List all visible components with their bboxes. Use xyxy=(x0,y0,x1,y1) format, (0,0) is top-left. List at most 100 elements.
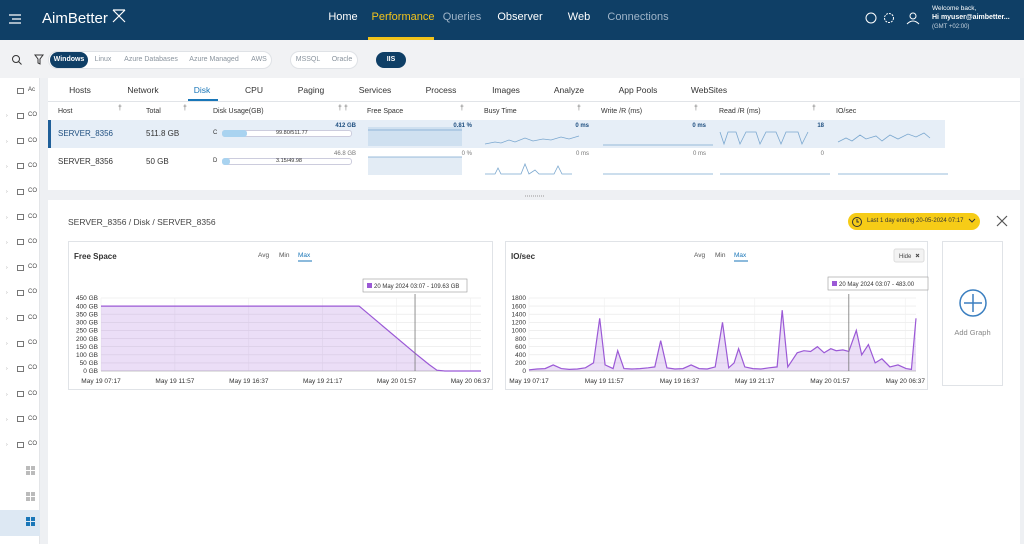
hide-x xyxy=(915,253,920,258)
pin-icon: † xyxy=(812,105,816,112)
nav-item[interactable]: Web xyxy=(567,11,591,23)
web-filter[interactable]: IIS xyxy=(376,52,406,68)
drive: C xyxy=(213,130,218,136)
sidebar-item[interactable]: CO xyxy=(28,314,37,321)
os-active[interactable]: Windows xyxy=(50,52,88,68)
add-graph[interactable]: Add Graph xyxy=(942,241,1003,386)
nav-item[interactable]: Observer xyxy=(497,11,543,23)
column-header[interactable]: Host xyxy=(58,108,73,115)
sidebar-item[interactable]: CO xyxy=(28,390,37,397)
filter-icons[interactable] xyxy=(11,54,45,66)
x-tick-label: May 19 21:17 xyxy=(735,378,775,385)
add-graph-label: Add Graph xyxy=(954,328,991,337)
sidebar-caret: › xyxy=(6,113,8,120)
sidebar-item[interactable]: Ac xyxy=(28,87,36,93)
toggle[interactable]: Min xyxy=(715,252,726,259)
y-tick-label: 300 GB xyxy=(76,320,98,327)
resize-grip[interactable] xyxy=(524,194,546,198)
column-header[interactable]: Busy Time xyxy=(484,108,517,115)
toggle[interactable]: Max xyxy=(734,252,747,259)
user[interactable]: Hi myuser@aimbetter... xyxy=(932,14,1010,21)
sparklines xyxy=(368,127,948,175)
y-tick-label: 1200 xyxy=(512,320,527,327)
sidebar-item[interactable]: CO xyxy=(28,188,37,195)
hide-button[interactable] xyxy=(893,248,925,263)
sidebar-item[interactable]: CO xyxy=(28,441,37,448)
top-bar: AimBetter Welcome back, Hi myuser@aimbet… xyxy=(0,0,1024,40)
y-tick-label: 450 GB xyxy=(76,295,98,302)
sidebar-icon xyxy=(17,441,24,448)
sidebar-item[interactable]: CO xyxy=(28,162,37,169)
y-tick-label: 0 GB xyxy=(83,368,98,375)
toggle[interactable]: Min xyxy=(279,252,290,259)
column-header[interactable]: Free Space xyxy=(367,108,404,115)
os-filter[interactable]: AWS xyxy=(251,56,267,63)
column-header[interactable]: Read /R (ms) xyxy=(719,108,761,115)
hide-label: Hide xyxy=(899,254,912,260)
sidebar-item[interactable]: CO xyxy=(28,365,37,372)
x-tick-label: May 19 16:37 xyxy=(229,378,269,385)
toggle[interactable]: Max xyxy=(298,252,311,259)
tab[interactable]: CPU xyxy=(245,85,263,95)
tab[interactable]: Hosts xyxy=(69,85,91,95)
range-pill[interactable] xyxy=(848,213,980,230)
nav-item[interactable]: Home xyxy=(328,11,358,23)
sidebar-item[interactable]: CO xyxy=(28,340,37,346)
y-tick-label: 150 GB xyxy=(76,344,98,351)
column-header[interactable]: Write /R (ms) xyxy=(601,108,643,115)
os-filter[interactable]: Linux xyxy=(94,56,112,63)
menu-icon[interactable] xyxy=(8,12,22,26)
sidebar-icon xyxy=(17,112,24,119)
tab[interactable]: Analyze xyxy=(553,85,585,95)
breadcrumb: SERVER_8356 / Disk / SERVER_8356 xyxy=(68,217,216,227)
selected-row[interactable] xyxy=(48,120,945,148)
chart-box: IO/sec Avg Min Max Hide 0 200 400 600 800 1000 1200… xyxy=(505,241,929,390)
sidebar-caret: › xyxy=(6,290,8,297)
usage-fill xyxy=(222,158,231,165)
db-filter[interactable]: MSSQL xyxy=(295,56,321,63)
sidebar-icon xyxy=(17,214,24,220)
column-header[interactable]: IO/sec xyxy=(836,108,857,115)
range-caret xyxy=(968,218,976,223)
header-icons[interactable] xyxy=(864,11,924,27)
nav-item[interactable]: Queries xyxy=(442,11,482,23)
line xyxy=(528,310,917,371)
close-button[interactable] xyxy=(996,215,1008,227)
tab[interactable]: Network xyxy=(127,85,159,95)
sidebar-caret: › xyxy=(6,189,8,196)
tooltip-text: 20 May 2024 03:07 - 109.63 GB xyxy=(374,284,459,290)
sidebar-item[interactable]: CO xyxy=(28,213,37,220)
os-filter[interactable]: Azure Managed xyxy=(189,56,239,63)
tab[interactable]: Images xyxy=(492,85,520,95)
usage-fill xyxy=(222,130,248,137)
nav-item[interactable]: Performance xyxy=(371,11,435,23)
tab[interactable]: Disk xyxy=(193,85,211,95)
column-header[interactable]: Total xyxy=(146,108,161,115)
sidebar-item[interactable]: CO xyxy=(28,264,37,271)
db-group xyxy=(290,51,358,69)
tab[interactable]: WebSites xyxy=(690,85,728,95)
host[interactable]: SERVER_8356 xyxy=(58,129,113,138)
sidebar-icon xyxy=(17,289,24,296)
os-filter[interactable]: Azure Databases xyxy=(124,56,178,63)
host[interactable]: SERVER_8356 xyxy=(58,157,113,166)
tab-underline xyxy=(188,99,218,101)
tab[interactable]: Paging xyxy=(297,85,325,95)
sidebar-icon xyxy=(17,188,24,195)
sidebar-item[interactable]: CO xyxy=(28,415,37,422)
column-header[interactable]: Disk Usage(GB) xyxy=(213,108,264,115)
nav-item[interactable]: Connections xyxy=(607,11,669,23)
tab[interactable]: App Pools xyxy=(618,85,658,95)
tab[interactable]: Services xyxy=(358,85,392,95)
sidebar-item[interactable]: CO xyxy=(28,238,37,245)
db-filter[interactable]: Oracle xyxy=(331,56,353,63)
sidebar-item[interactable]: CO xyxy=(28,289,37,296)
sidebar-item[interactable]: CO xyxy=(28,137,37,144)
sidebar-caret: › xyxy=(6,163,8,170)
toggle[interactable]: Avg xyxy=(258,252,269,259)
toggle[interactable]: Avg xyxy=(694,252,705,259)
nav-underline xyxy=(368,37,434,40)
sidebar-item[interactable]: CO xyxy=(28,112,37,119)
sidebar-icon xyxy=(17,416,24,423)
tab[interactable]: Process xyxy=(425,85,457,95)
